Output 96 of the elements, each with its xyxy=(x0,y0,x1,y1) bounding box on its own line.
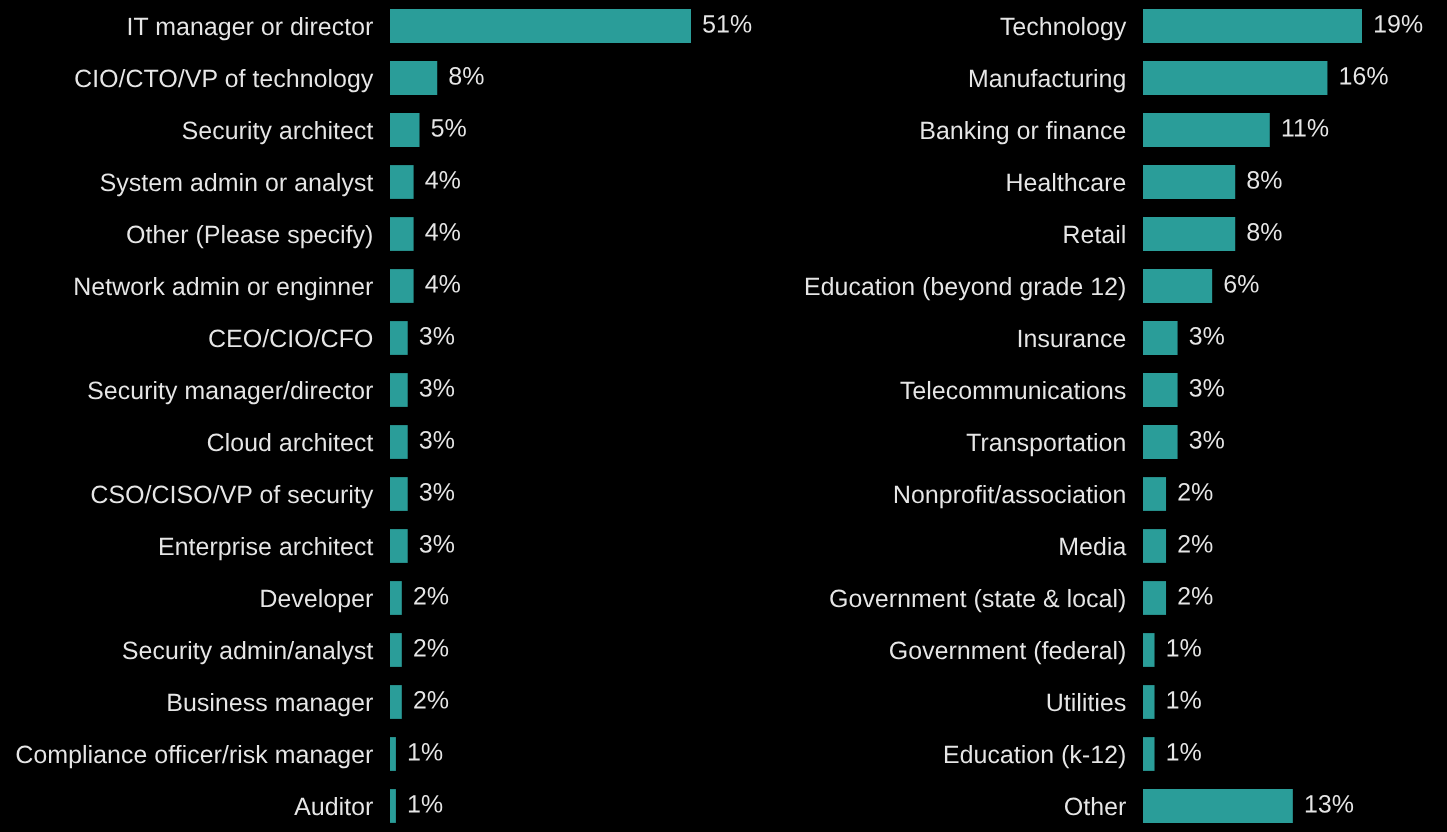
data-label: 2% xyxy=(414,587,449,605)
bar xyxy=(390,9,691,43)
y-tick-label: CEO/CIO/CFO xyxy=(209,328,373,348)
data-label: 3% xyxy=(419,483,455,501)
data-label: 8% xyxy=(1247,223,1282,241)
y-tick-label: Cloud architect xyxy=(207,432,374,452)
data-label: 2% xyxy=(414,639,449,657)
y-tick-label: Education (beyond grade 12) xyxy=(805,276,1125,301)
bar xyxy=(390,789,396,823)
y-tick-label: Insurance xyxy=(1018,329,1126,348)
y-tick-label: Media xyxy=(1060,536,1127,556)
y-tick-label: Enterprise architect xyxy=(160,536,374,561)
bar xyxy=(1143,165,1236,199)
data-label: 13% xyxy=(1305,795,1354,813)
data-label: 6% xyxy=(1224,275,1259,293)
bar xyxy=(390,321,408,355)
y-tick-label: Utilities xyxy=(1047,692,1126,712)
data-label: 3% xyxy=(1189,327,1224,345)
y-tick-label: Auditor xyxy=(294,796,373,816)
y-tick-label: Business manager xyxy=(168,692,373,717)
y-tick-label: Banking or finance xyxy=(921,120,1126,145)
bar xyxy=(1143,269,1213,303)
data-label: 4% xyxy=(425,275,460,293)
bar xyxy=(390,737,396,771)
bar xyxy=(1143,737,1155,771)
data-label: 11% xyxy=(1282,119,1329,137)
y-tick-label: IT manager or director xyxy=(128,16,373,41)
bar xyxy=(390,113,420,147)
data-label: 2% xyxy=(1178,535,1213,553)
data-label: 8% xyxy=(1247,171,1282,189)
data-label: 4% xyxy=(425,223,460,241)
bar xyxy=(390,425,408,459)
data-label: 3% xyxy=(1189,431,1224,449)
bar xyxy=(1143,321,1178,355)
bar xyxy=(1143,633,1155,667)
data-label: 3% xyxy=(1189,379,1224,397)
bar xyxy=(1143,477,1167,511)
bar xyxy=(390,373,408,407)
y-tick-label: CSO/CISO/VP of security xyxy=(91,484,374,509)
data-label: 1% xyxy=(408,743,443,761)
bar xyxy=(390,269,414,303)
y-tick-label: Nonprofit/association xyxy=(894,484,1125,509)
bar xyxy=(1143,373,1178,407)
y-tick-label: Compliance officer/risk manager xyxy=(16,744,373,769)
data-label: 1% xyxy=(1167,639,1201,657)
bar xyxy=(390,165,414,199)
data-label: 3% xyxy=(419,535,455,553)
data-label: 2% xyxy=(1178,587,1213,605)
data-label: 3% xyxy=(419,327,455,345)
bar xyxy=(1143,789,1293,823)
y-tick-label: Other xyxy=(1065,796,1126,816)
data-label: 2% xyxy=(1178,483,1213,501)
bar xyxy=(1143,113,1270,147)
y-tick-label: Network admin or enginner xyxy=(75,276,373,301)
y-tick-label: Telecommunications xyxy=(900,380,1126,400)
data-label: 5% xyxy=(431,119,466,137)
y-tick-label: System admin or analyst xyxy=(100,172,374,197)
data-label: 16% xyxy=(1340,67,1388,85)
y-tick-label: Other (Please specify) xyxy=(127,224,372,249)
y-tick-label: Developer xyxy=(261,588,373,613)
data-label: 1% xyxy=(1167,743,1201,761)
bar xyxy=(1143,581,1167,615)
y-tick-label: Manufacturing xyxy=(969,68,1125,93)
bar xyxy=(1143,425,1178,459)
data-label: 3% xyxy=(419,431,455,449)
bar xyxy=(390,217,414,251)
data-label: 4% xyxy=(425,171,460,189)
data-label: 19% xyxy=(1375,15,1423,33)
y-tick-label: Security admin/analyst xyxy=(122,640,374,665)
bar xyxy=(390,581,402,615)
bar xyxy=(390,477,408,511)
bar xyxy=(1143,529,1167,563)
data-label: 1% xyxy=(408,795,443,813)
data-label: 1% xyxy=(1167,691,1201,709)
bar xyxy=(1143,685,1155,719)
y-tick-label: Transportation xyxy=(966,432,1125,457)
y-tick-label: Security manager/director xyxy=(88,380,373,405)
bar xyxy=(390,633,402,667)
y-tick-label: Security architect xyxy=(182,120,374,145)
y-tick-label: Technology xyxy=(1000,16,1127,41)
bar xyxy=(1143,9,1362,43)
y-tick-label: Education (k-12) xyxy=(944,744,1125,769)
bar xyxy=(1143,61,1328,95)
data-label: 8% xyxy=(449,67,484,85)
data-label: 2% xyxy=(414,691,449,709)
bar xyxy=(1143,217,1236,251)
bar xyxy=(390,61,438,95)
y-tick-label: Government (federal) xyxy=(890,640,1125,665)
y-tick-label: Government (state & local) xyxy=(830,588,1125,613)
data-label: 3% xyxy=(419,379,455,397)
bar xyxy=(390,529,408,563)
y-tick-label: CIO/CTO/VP of technology xyxy=(75,68,374,93)
data-label: 51% xyxy=(703,15,752,33)
y-tick-label: Healthcare xyxy=(1007,172,1126,192)
y-tick-label: Retail xyxy=(1064,224,1125,244)
bar xyxy=(390,685,402,719)
